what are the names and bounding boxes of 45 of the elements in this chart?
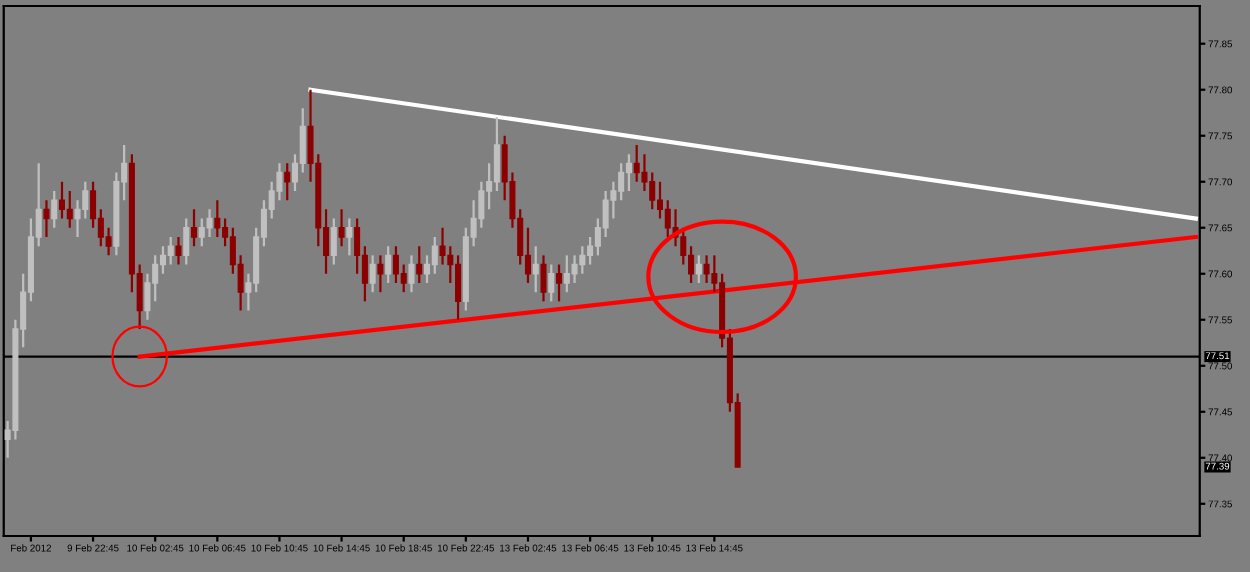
candlestick <box>338 208 345 248</box>
candlestick <box>625 153 632 193</box>
candlestick <box>43 199 50 239</box>
candlestick <box>299 107 306 174</box>
candlestick <box>556 263 563 303</box>
candlestick <box>633 143 640 183</box>
candlestick <box>703 254 710 285</box>
candlestick <box>431 235 438 275</box>
candlestick <box>51 189 58 229</box>
candlestick <box>330 217 337 266</box>
candlestick <box>493 116 500 193</box>
candlestick <box>369 254 376 294</box>
candlestick <box>58 180 66 220</box>
candlestick <box>656 180 664 220</box>
candlestick <box>284 162 291 202</box>
candlestick <box>579 245 586 275</box>
candlestick <box>377 254 384 294</box>
candlestick <box>175 235 182 266</box>
candlestick <box>214 199 221 239</box>
candlestick <box>641 153 648 193</box>
candlestick <box>190 208 198 248</box>
candlestick <box>105 226 112 257</box>
candlestick <box>346 217 353 257</box>
candlestick <box>532 245 539 294</box>
candlestick <box>602 189 609 239</box>
candlestick <box>66 189 73 229</box>
candlestick <box>144 272 151 321</box>
candlestick <box>455 254 462 321</box>
candlestick <box>408 254 415 294</box>
candlestick <box>540 254 547 303</box>
candlestick <box>416 245 423 285</box>
candlestick <box>664 199 671 239</box>
candlestick <box>392 245 399 285</box>
candlestick <box>183 217 190 266</box>
candlestick <box>167 235 174 266</box>
candlestick <box>206 208 213 239</box>
candlestick <box>587 235 594 266</box>
candlestick <box>571 254 578 285</box>
candlestick <box>198 217 205 248</box>
candlestick <box>385 245 392 285</box>
candlestick <box>695 254 702 285</box>
candlestick <box>400 263 407 294</box>
candlestick <box>524 226 531 285</box>
candlestick <box>548 263 555 303</box>
candlestick <box>563 254 570 294</box>
